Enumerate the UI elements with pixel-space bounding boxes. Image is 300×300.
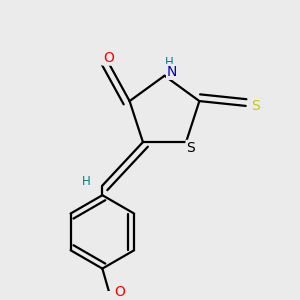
Text: O: O: [114, 285, 125, 299]
Text: O: O: [103, 51, 114, 64]
Text: S: S: [187, 141, 195, 155]
Text: H: H: [165, 56, 174, 69]
Text: H: H: [82, 175, 90, 188]
Text: N: N: [167, 65, 177, 79]
Text: S: S: [251, 99, 260, 113]
